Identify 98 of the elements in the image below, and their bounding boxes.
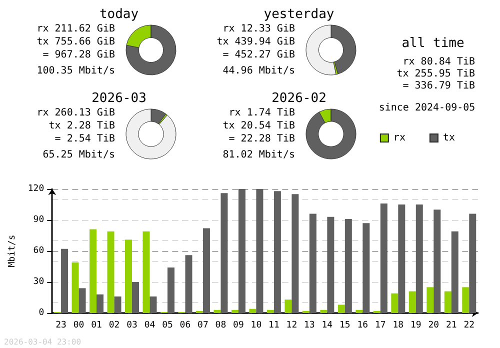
- bar: [114, 296, 122, 313]
- x-tick-label: 19: [410, 320, 422, 330]
- x-tick-label: 20: [428, 320, 440, 330]
- text: rx 12.33 GiB: [222, 24, 295, 34]
- text: tx 2.28 TiB: [48, 120, 115, 132]
- text: rx 260.13 GiB: [36, 108, 115, 118]
- bar: [398, 204, 406, 313]
- bar: [185, 255, 192, 313]
- y-tick-label: 0: [38, 308, 44, 318]
- bar: [362, 223, 370, 313]
- bar: [462, 287, 470, 313]
- bar: [356, 310, 363, 313]
- chart-title: 2026-02: [272, 91, 326, 106]
- text: all time: [402, 36, 464, 51]
- bar: [96, 294, 104, 313]
- bar: [320, 310, 328, 313]
- text: tx 439.94 GiB: [216, 36, 295, 48]
- bar: [167, 268, 174, 313]
- x-tick-label: 05: [162, 320, 173, 330]
- bar: [266, 310, 274, 313]
- x-tick-label: 14: [322, 320, 333, 330]
- bar: [107, 231, 114, 313]
- x-tick-label: 15: [340, 320, 350, 330]
- text: 44.96 Mbit/s: [222, 66, 295, 76]
- x-tick-label: 11: [268, 320, 280, 330]
- text: tx 255.95 TiB: [396, 68, 475, 80]
- text: 65.25 Mbit/s: [42, 150, 115, 160]
- y-tick-label: 60: [33, 246, 44, 256]
- bar: [284, 300, 292, 313]
- text: 81.02 Mbit/s: [222, 150, 295, 160]
- bar: [72, 262, 79, 313]
- bar: [274, 191, 281, 313]
- bar: [256, 189, 264, 313]
- bar: [125, 240, 132, 313]
- x-tick-label: 02: [108, 320, 120, 330]
- legend-label: tx: [442, 132, 456, 144]
- x-tick-label: 01: [91, 320, 102, 330]
- chart-title: yesterday: [264, 7, 334, 22]
- x-tick-label: 16: [357, 320, 368, 330]
- bar: [416, 204, 423, 313]
- text: rx 1.74 TiB: [228, 108, 295, 118]
- x-tick-label: 09: [233, 320, 244, 330]
- text: since 2024-09-05: [378, 102, 476, 114]
- y-axis-title: Mbit/s: [8, 234, 18, 268]
- x-tick-label: 04: [144, 320, 156, 330]
- text: rx 80.84 TiB: [402, 56, 475, 68]
- bar: [426, 287, 434, 313]
- x-tick-label: 00: [73, 320, 84, 330]
- text: = 336.79 TiB: [402, 80, 475, 92]
- bar: [202, 228, 210, 313]
- bar: [61, 248, 68, 313]
- y-tick-label: 90: [33, 215, 44, 225]
- x-tick-label: 07: [198, 320, 208, 330]
- x-tick-label: 13: [304, 320, 315, 330]
- chart-title: 2026-03: [92, 91, 146, 106]
- text: = 22.28 TiB: [228, 134, 295, 144]
- text: rx 211.62 GiB: [36, 24, 115, 34]
- y-tick-label: 120: [28, 184, 44, 194]
- x-tick-label: 06: [180, 320, 191, 330]
- chart-title: today: [99, 7, 139, 22]
- bar: [380, 203, 388, 313]
- bar: [309, 214, 316, 313]
- legend-label: rx: [393, 132, 406, 144]
- text: tx 20.54 TiB: [222, 120, 295, 132]
- bar: [344, 218, 352, 313]
- text: = 452.27 GiB: [222, 50, 295, 60]
- text: 100.35 Mbit/s: [36, 66, 115, 76]
- x-tick-label: 17: [374, 320, 386, 330]
- bar: [434, 210, 441, 313]
- bar: [214, 310, 221, 313]
- bar: [142, 231, 150, 313]
- bar: [220, 193, 228, 313]
- bar: [327, 216, 334, 313]
- bar: [238, 189, 246, 313]
- bar: [90, 229, 97, 313]
- bar: [391, 293, 398, 313]
- x-tick-label: 12: [286, 320, 298, 330]
- text: = 2.54 TiB: [54, 134, 115, 144]
- text: = 967.28 GiB: [42, 50, 115, 60]
- bar: [231, 310, 238, 313]
- x-tick-label: 18: [392, 320, 404, 330]
- x-tick-label: 03: [126, 320, 138, 330]
- bar: [249, 308, 256, 313]
- text: tx 755.66 GiB: [36, 36, 115, 48]
- x-tick-label: 23: [56, 320, 66, 330]
- bar: [338, 304, 345, 313]
- y-tick-label: 30: [33, 277, 44, 287]
- bar: [451, 231, 458, 313]
- bar: [132, 282, 139, 313]
- x-tick-label: 22: [464, 320, 475, 330]
- x-tick-label: 21: [446, 320, 457, 330]
- bar: [292, 194, 299, 313]
- bar: [444, 291, 452, 313]
- x-tick-label: 08: [215, 320, 226, 330]
- x-tick-label: 10: [250, 320, 262, 330]
- bar: [78, 288, 86, 313]
- bar: [408, 291, 416, 313]
- bar: [150, 296, 157, 313]
